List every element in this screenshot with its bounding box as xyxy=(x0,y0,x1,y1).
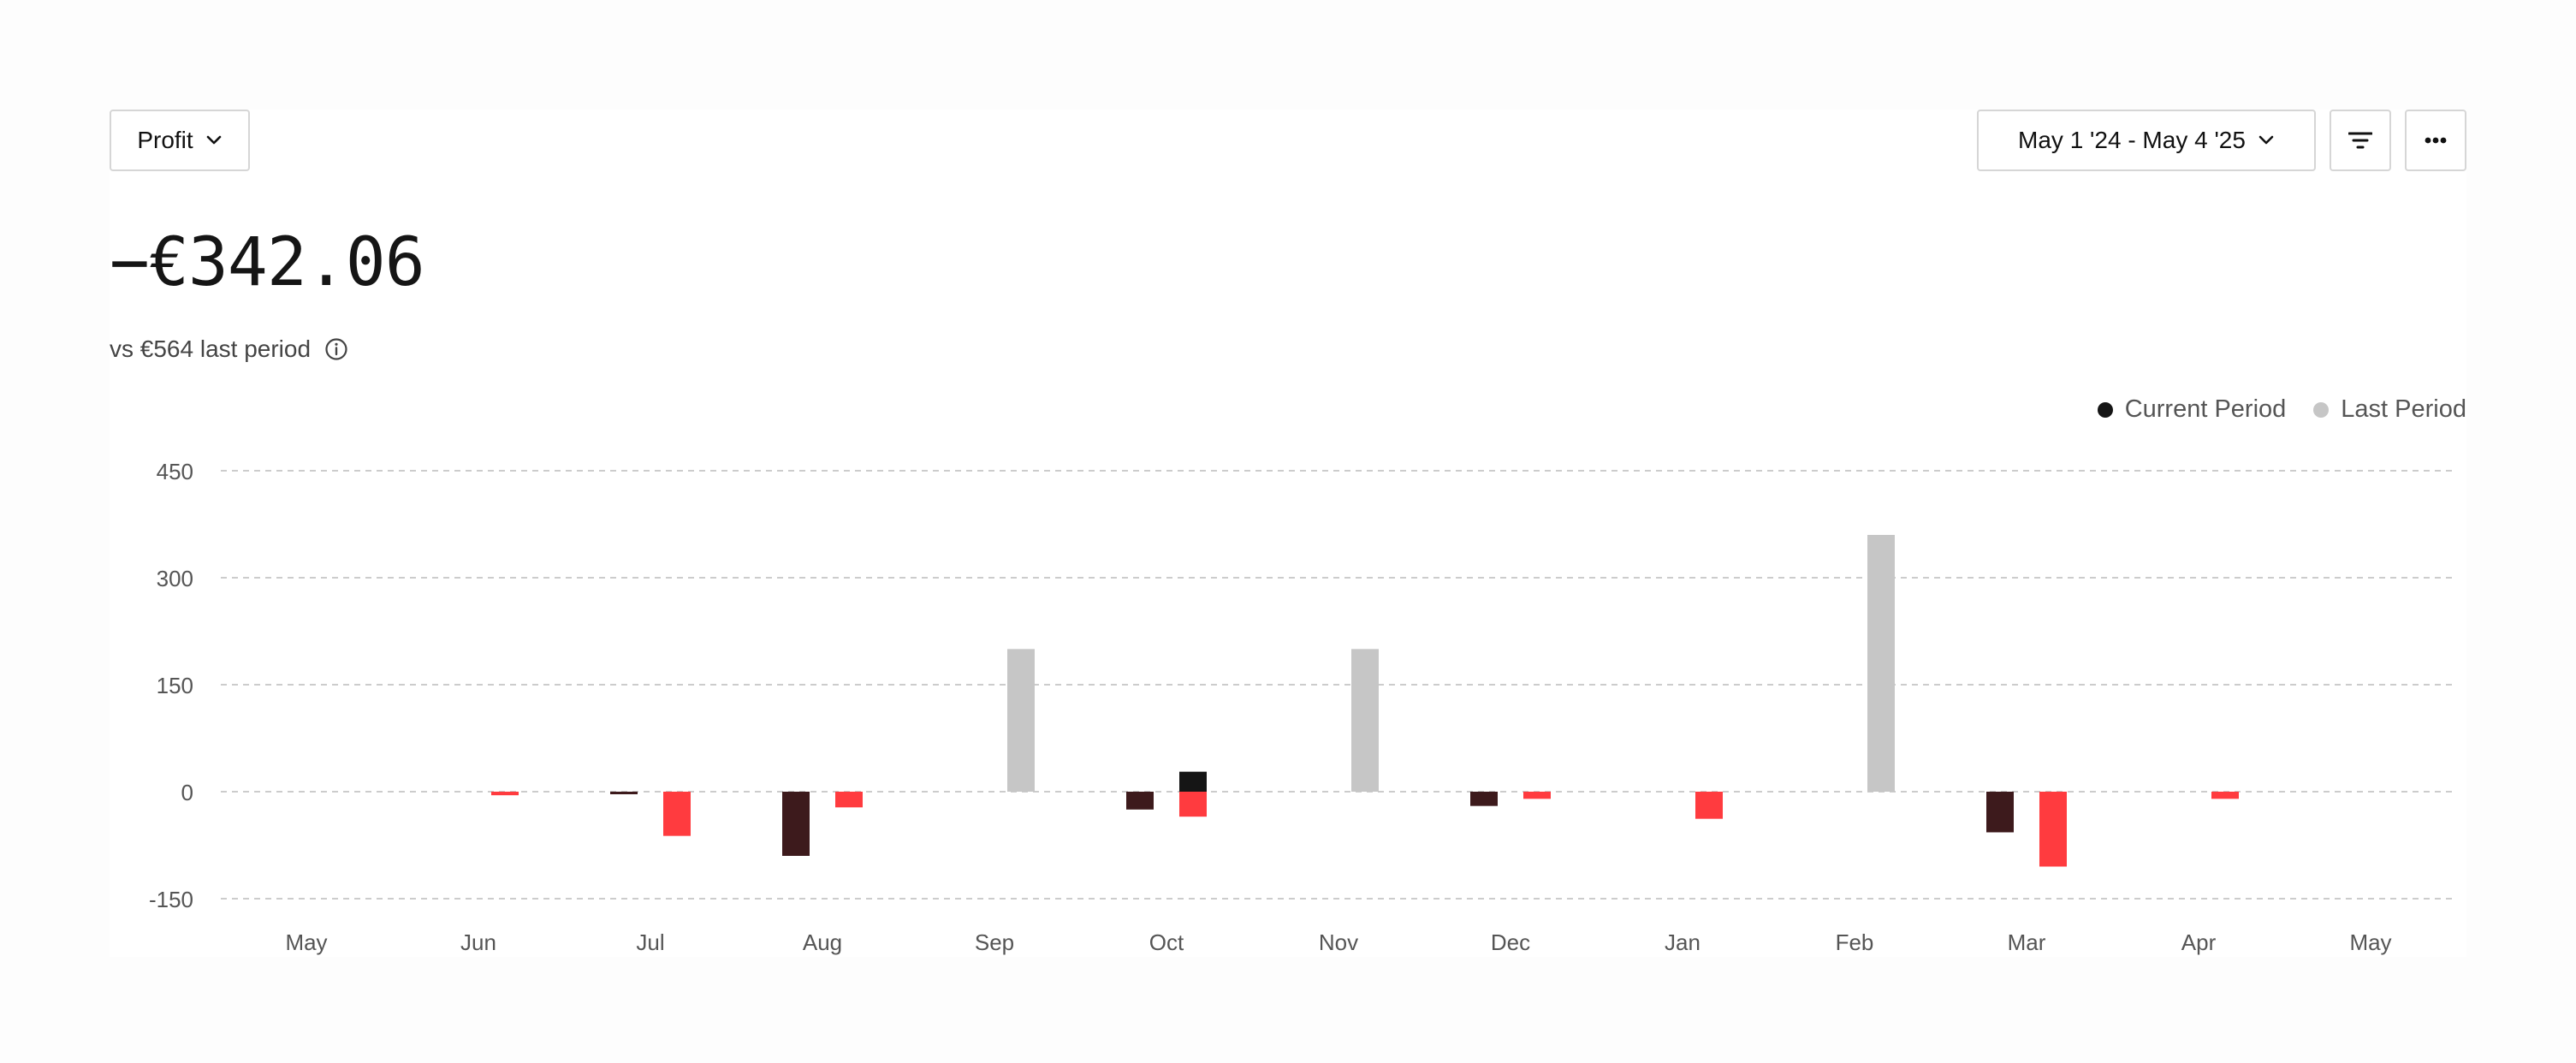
legend-dot-last xyxy=(2313,401,2330,418)
chevron-down-icon xyxy=(2258,135,2274,145)
ellipsis-icon xyxy=(2425,137,2447,144)
legend-label-last: Last Period xyxy=(2341,395,2466,423)
profit-bar-chart: 450 300 150 0 -150 May Jun Jul Aug Sep Oct Nov Dec Ja… xyxy=(149,459,2454,955)
metric-dropdown[interactable]: Profit xyxy=(110,110,250,171)
chevron-down-icon xyxy=(206,135,221,145)
x-tick-label: Jun xyxy=(460,929,496,955)
bar-last-period xyxy=(2039,792,2067,867)
y-tick-label: 300 xyxy=(157,566,193,591)
date-range-label: May 1 '24 - May 4 '25 xyxy=(2018,127,2246,153)
x-tick-label: Sep xyxy=(975,929,1014,955)
bar-last-period xyxy=(1695,792,1723,819)
y-tick-label: 0 xyxy=(181,780,193,805)
profit-card: Profit May 1 '24 - May 4 '25 −€342.06 vs… xyxy=(110,110,2466,957)
chart-legend: Current Period Last Period xyxy=(2070,395,2466,424)
bar-last-period xyxy=(1007,649,1035,792)
bar-current-period xyxy=(1986,792,2014,833)
bar-last-period xyxy=(835,792,863,808)
x-tick-label: Oct xyxy=(1149,929,1184,955)
bar-current-period xyxy=(610,792,638,794)
x-tick-label: Mar xyxy=(2008,929,2046,955)
x-tick-label: Feb xyxy=(1836,929,1874,955)
bar-current-period xyxy=(1470,792,1498,806)
comparison-row: vs €564 last period xyxy=(110,336,348,363)
x-tick-label: Dec xyxy=(1491,929,1530,955)
legend-dot-current xyxy=(2097,401,2113,418)
x-tick-label: Nov xyxy=(1319,929,1358,955)
comparison-text: vs €564 last period xyxy=(110,336,312,362)
x-tick-label: Apr xyxy=(2181,929,2217,955)
bar-last-period xyxy=(663,792,691,836)
y-tick-label: 450 xyxy=(157,459,193,484)
y-tick-label: 150 xyxy=(157,673,193,698)
filter-lines-icon xyxy=(2348,132,2372,149)
bar-last-period xyxy=(1179,792,1207,817)
info-circle-icon[interactable] xyxy=(324,337,348,361)
bar-last-period xyxy=(491,792,519,796)
x-tick-label: Jan xyxy=(1665,929,1701,955)
more-options-button[interactable] xyxy=(2405,110,2466,171)
date-range-dropdown[interactable]: May 1 '24 - May 4 '25 xyxy=(1977,110,2316,171)
legend-item-current: Current Period xyxy=(2097,395,2287,424)
filter-button[interactable] xyxy=(2330,110,2391,171)
bar-last-period xyxy=(2211,792,2239,799)
metric-dropdown-label: Profit xyxy=(137,127,193,153)
bar-last-period xyxy=(1867,535,1895,792)
x-tick-label: May xyxy=(2349,929,2391,955)
x-tick-label: Aug xyxy=(803,929,842,955)
x-tick-label: May xyxy=(285,929,327,955)
bar-current-period xyxy=(1126,792,1154,810)
x-tick-label: Jul xyxy=(636,929,664,955)
profit-total-value: −€342.06 xyxy=(110,224,425,301)
bar-current-period xyxy=(782,792,810,856)
legend-item-last: Last Period xyxy=(2313,395,2466,424)
bar-last-period xyxy=(1351,649,1379,792)
bar-last-period xyxy=(1523,792,1551,799)
legend-label-current: Current Period xyxy=(2124,395,2287,423)
bar-current-period-positive xyxy=(1179,771,1207,792)
y-tick-label: -150 xyxy=(149,887,193,912)
